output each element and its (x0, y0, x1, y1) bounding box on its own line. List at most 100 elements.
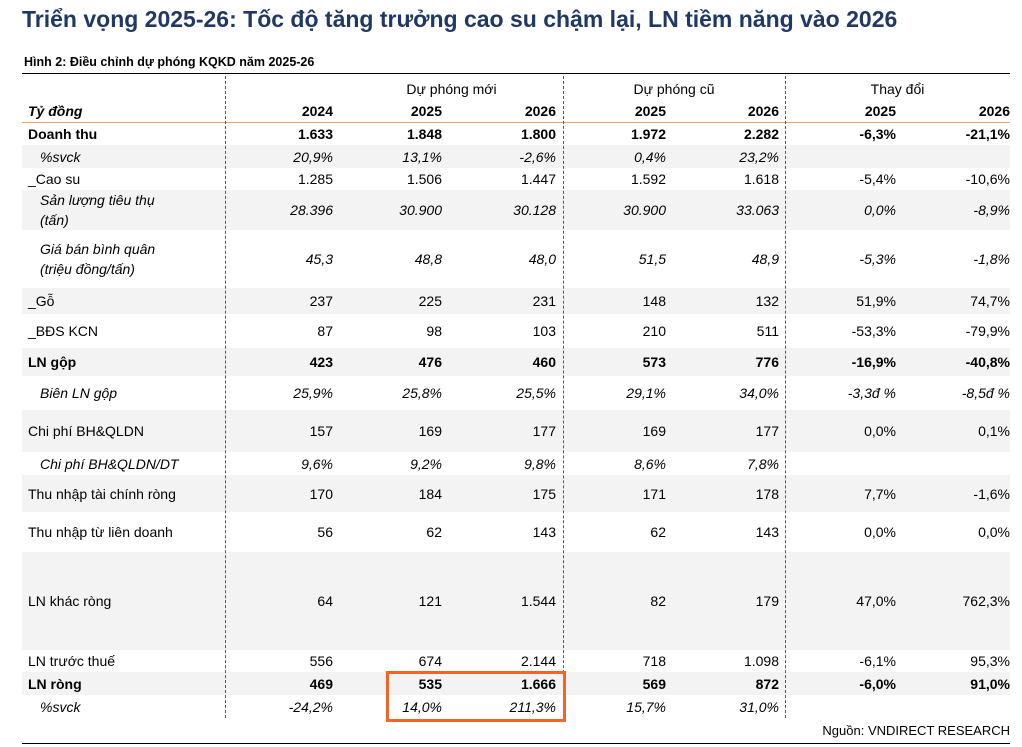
table-cell: 177 (755, 423, 779, 439)
table-cell: -79,9% (965, 323, 1010, 339)
table-cell: 30.128 (513, 202, 556, 218)
table-cell: 1.506 (406, 171, 442, 187)
table-cell: 132 (755, 293, 779, 309)
table-cell: 569 (642, 675, 666, 692)
year-header: 2025 (864, 103, 896, 119)
table-cell: 47,0% (856, 593, 896, 609)
table-cell: 143 (532, 524, 556, 540)
column-separator (563, 76, 564, 718)
table-cell: 178 (755, 485, 779, 502)
table-cell: 30.900 (399, 202, 442, 218)
row-background (22, 475, 1010, 512)
table-cell: 25,9% (293, 385, 333, 401)
table-cell: 48,0 (528, 251, 556, 267)
table-cell: -21,1% (965, 126, 1010, 142)
year-header: 2026 (524, 103, 556, 119)
header-group: Thay đổi (870, 81, 925, 97)
table-cell: 143 (755, 524, 779, 540)
header-group: Dự phóng mới (406, 81, 497, 97)
table-cell: -8,5đ % (961, 385, 1010, 401)
table-cell: 121 (418, 593, 442, 609)
table-cell: -1,8% (973, 251, 1010, 267)
row-background (22, 672, 1010, 695)
table-cell: 157 (309, 423, 333, 439)
table-cell: 776 (755, 354, 779, 370)
row-background (22, 145, 1010, 168)
caption-rule (22, 73, 1010, 74)
table-cell: 225 (418, 293, 442, 309)
table-cell: 170 (309, 485, 333, 502)
table-cell: -40,8% (965, 354, 1010, 370)
table-cell: 2.282 (743, 126, 779, 142)
table-cell: 51,9% (856, 293, 896, 309)
row-label: LN khác ròng (28, 593, 112, 609)
table-cell: 51,5 (638, 251, 666, 267)
table-cell: 87 (317, 323, 333, 339)
unit-label: Tỷ đồng (28, 103, 83, 119)
row-label: Biên LN gộp (40, 385, 118, 401)
table-cell: 872 (755, 675, 779, 692)
year-header: 2024 (301, 103, 333, 119)
table-cell: 476 (418, 354, 442, 370)
table-cell: 1.848 (406, 126, 442, 142)
row-label: Giá bán bình quân (triệu đồng/tấn) (40, 241, 156, 277)
table-cell: 14,0% (402, 698, 442, 715)
year-header: 2025 (410, 103, 442, 119)
table-cell: 91,0% (970, 675, 1010, 692)
table-cell: 48,9 (751, 251, 779, 267)
table-cell: -2,6% (519, 148, 556, 165)
table-cell: 7,7% (864, 485, 896, 502)
table-cell: 2.144 (520, 653, 556, 669)
table-cell: 28.396 (290, 202, 333, 218)
table-cell: 237 (309, 293, 333, 309)
year-header: 2026 (978, 103, 1010, 119)
row-background (22, 348, 1010, 376)
source: Nguồn: VNDIRECT RESEARCH (822, 723, 1010, 738)
table-cell: 1.618 (743, 171, 779, 187)
table-cell: 95,3% (970, 653, 1010, 669)
row-label: Sản lượng tiêu thụ (tấn) (40, 192, 155, 228)
table-cell: 231 (532, 293, 556, 309)
table-cell: 33.063 (736, 202, 779, 218)
highlight-box (386, 671, 566, 722)
table-cell: -10,6% (965, 171, 1010, 187)
table-cell: 762,3% (962, 593, 1010, 609)
table-cell: 169 (642, 423, 666, 439)
title: Triển vọng 2025-26: Tốc độ tăng trưởng c… (22, 6, 898, 32)
table-cell: 573 (642, 354, 666, 370)
table-cell: 8,6% (634, 455, 666, 472)
table-cell: 20,9% (293, 148, 333, 165)
row-background (22, 410, 1010, 452)
table-cell: 9,2% (410, 455, 442, 472)
table-cell: 34,0% (739, 385, 779, 401)
row-label: _Cao su (28, 171, 81, 187)
table-cell: 15,7% (626, 698, 666, 715)
row-label: Thu nhập tài chính ròng (28, 485, 176, 502)
table-cell: 64 (317, 593, 333, 609)
table-cell: 9,6% (301, 455, 333, 472)
table-cell: 460 (532, 354, 556, 370)
header-rule (22, 122, 1010, 123)
table-cell: -53,3% (851, 323, 896, 339)
row-background (22, 190, 1010, 230)
header-group: Dự phóng cũ (633, 81, 715, 97)
table-cell: -8,9% (973, 202, 1010, 218)
table-cell: 718 (642, 653, 666, 669)
table-cell: 25,5% (516, 385, 556, 401)
table-cell: 0,0% (864, 524, 896, 540)
table-cell: 179 (755, 593, 779, 609)
table-cell: 48,8 (414, 251, 442, 267)
table-cell: 103 (532, 323, 556, 339)
table-cell: 423 (309, 354, 333, 370)
table-cell: -3,3đ % (847, 385, 896, 401)
table-cell: 169 (418, 423, 442, 439)
table-cell: 1.633 (297, 126, 333, 142)
column-separator (225, 76, 226, 718)
figure-caption: Hình 2: Điều chỉnh dự phóng KQKD năm 202… (24, 55, 315, 69)
table-cell: -16,9% (851, 354, 896, 370)
bottom-rule (22, 743, 1010, 744)
table-cell: 211,3% (509, 698, 556, 715)
table-cell: -5,4% (859, 171, 896, 187)
table-cell: -6,1% (859, 653, 896, 669)
year-header: 2025 (634, 103, 666, 119)
